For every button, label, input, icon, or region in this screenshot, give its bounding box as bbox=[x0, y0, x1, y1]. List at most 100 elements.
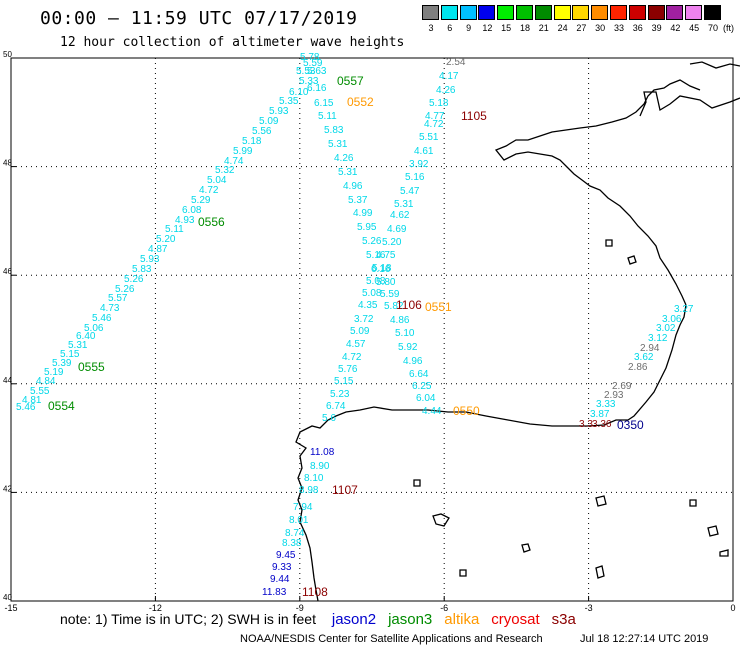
swh-value: 9.44 bbox=[270, 574, 290, 585]
swh-value: 5.35 bbox=[279, 96, 299, 107]
swh-value: 5.32 bbox=[215, 165, 235, 176]
swh-value: 5.6 bbox=[322, 413, 336, 424]
swh-value: 5.26 bbox=[124, 274, 144, 285]
lon-label: -15 bbox=[4, 603, 17, 613]
satellite-altika: altika bbox=[444, 611, 480, 628]
pass-time-label: 1105 bbox=[461, 109, 487, 123]
legend-swatch bbox=[572, 5, 590, 20]
swh-value: 2.94 bbox=[640, 343, 660, 354]
swh-value: 6.25 bbox=[412, 381, 432, 392]
swh-value: 5.46 bbox=[16, 402, 36, 413]
lon-label: 0 bbox=[730, 603, 735, 613]
island-9 bbox=[689, 499, 697, 507]
swh-value: 3.06 bbox=[662, 314, 682, 325]
swh-value: 5.51 bbox=[419, 132, 439, 143]
swh-value: 4.84 bbox=[36, 376, 56, 387]
pass-time-label: 1106 bbox=[396, 298, 422, 312]
swh-value: 4.81 bbox=[22, 395, 42, 406]
swh-value: 4.86 bbox=[390, 315, 410, 326]
island-4 bbox=[521, 543, 531, 553]
swh-value: 5.76 bbox=[338, 364, 358, 375]
swh-value: 5.26 bbox=[362, 236, 382, 247]
swh-value: 5.16 bbox=[366, 250, 386, 261]
swh-value: 5.15 bbox=[334, 376, 354, 387]
swh-value: 11.83 bbox=[262, 587, 287, 598]
swh-value: 6.10 bbox=[289, 87, 309, 98]
legend-swatch bbox=[516, 5, 533, 20]
legend-swatch bbox=[422, 5, 439, 20]
pass-time-label: 0551 bbox=[425, 300, 452, 314]
swh-value: 3.02 bbox=[656, 323, 676, 334]
swh-value: 5.06 bbox=[84, 323, 104, 334]
swh-value: 4.61 bbox=[414, 146, 434, 157]
swh-value: 3.62 bbox=[634, 352, 654, 363]
satellite-cryosat: cryosat bbox=[491, 611, 540, 628]
swh-value: 5.11 bbox=[318, 111, 337, 122]
swh-value: 5.31 bbox=[338, 167, 358, 178]
swh-value: 6.04 bbox=[416, 393, 436, 404]
legend-label: 18 bbox=[519, 23, 530, 33]
coastline bbox=[295, 61, 740, 602]
swh-value: 4.17 bbox=[439, 71, 459, 82]
page-title: 00:00 – 11:59 UTC 07/17/2019 bbox=[40, 8, 358, 29]
swh-value: 4.74 bbox=[224, 156, 244, 167]
legend-swatch bbox=[478, 5, 496, 20]
swh-value: 5.39 bbox=[52, 358, 72, 369]
legend-swatch bbox=[647, 5, 665, 20]
swh-value: 5.80 bbox=[376, 277, 396, 288]
pass-time-label: 0556 bbox=[198, 215, 225, 229]
swh-value: 5.56 bbox=[252, 126, 272, 137]
satellite-s3a: s3a bbox=[551, 611, 576, 628]
swh-value: 5.08 bbox=[366, 276, 386, 287]
legend-swatch bbox=[440, 5, 458, 20]
swh-value: 2.93 bbox=[604, 390, 624, 401]
lon-label: -6 bbox=[440, 603, 448, 613]
legend-swatch bbox=[685, 5, 703, 20]
swh-value: 9.33 bbox=[272, 562, 292, 573]
swh-value: 4.35 bbox=[358, 300, 378, 311]
swh-value: 3.3 bbox=[579, 419, 593, 430]
swh-value: 5.10 bbox=[395, 328, 415, 339]
swh-value: 3.92 bbox=[409, 159, 429, 170]
swh-value: 9.45 bbox=[276, 550, 296, 561]
swh-value: 4.26 bbox=[436, 85, 456, 96]
swh-value: 5.20 bbox=[156, 234, 176, 245]
swh-value: 4.75 bbox=[376, 250, 396, 261]
swh-value: 6.16 bbox=[307, 83, 327, 94]
swh-value: 5.08 bbox=[362, 288, 382, 299]
legend-label: 27 bbox=[576, 23, 587, 33]
page-subtitle: 12 hour collection of altimeter wave hei… bbox=[60, 35, 405, 50]
footer-note: note: 1) Time is in UTC; 2) SWH is in fe… bbox=[60, 611, 576, 628]
swh-value: 3.87 bbox=[590, 409, 610, 420]
legend-label: 15 bbox=[501, 23, 512, 33]
coastline-iberia bbox=[295, 304, 687, 602]
lat-label: 40 bbox=[3, 593, 12, 602]
lat-label: 48 bbox=[3, 159, 12, 168]
swh-value: 4.99 bbox=[353, 208, 373, 219]
map-border bbox=[10, 57, 734, 602]
swh-value: 5.31 bbox=[68, 340, 88, 351]
legend-label: 33 bbox=[613, 23, 624, 33]
swh-value: 4.96 bbox=[343, 181, 363, 192]
legend-label: 21 bbox=[538, 23, 549, 33]
legend-swatch bbox=[591, 5, 609, 20]
swh-value: 5.31 bbox=[394, 199, 414, 210]
coastline-france-west bbox=[494, 79, 701, 306]
pass-time-label: 0550 bbox=[453, 404, 480, 418]
coastline-channel bbox=[689, 61, 740, 69]
swh-value: 5.23 bbox=[330, 389, 350, 400]
island-2 bbox=[595, 495, 607, 507]
swh-value: 4.93 bbox=[175, 215, 195, 226]
pass-time-label: 0555 bbox=[78, 360, 105, 374]
axis-labels: 50 48 46 44 42 40-15 -12 -9 -6 -3 0 bbox=[3, 50, 736, 613]
swh-value: 5.53 bbox=[296, 66, 316, 77]
swh-value: 5.33 bbox=[299, 76, 319, 87]
swh-value: 5.09 bbox=[259, 116, 279, 127]
swh-value: 5.09 bbox=[350, 326, 370, 337]
swh-value: 4.87 bbox=[148, 244, 168, 255]
swh-value: 4.73 bbox=[100, 303, 120, 314]
lat-label: 44 bbox=[3, 376, 12, 385]
pass-time-label: 0554 bbox=[48, 399, 75, 413]
satellite-jason3: jason3 bbox=[388, 611, 433, 628]
